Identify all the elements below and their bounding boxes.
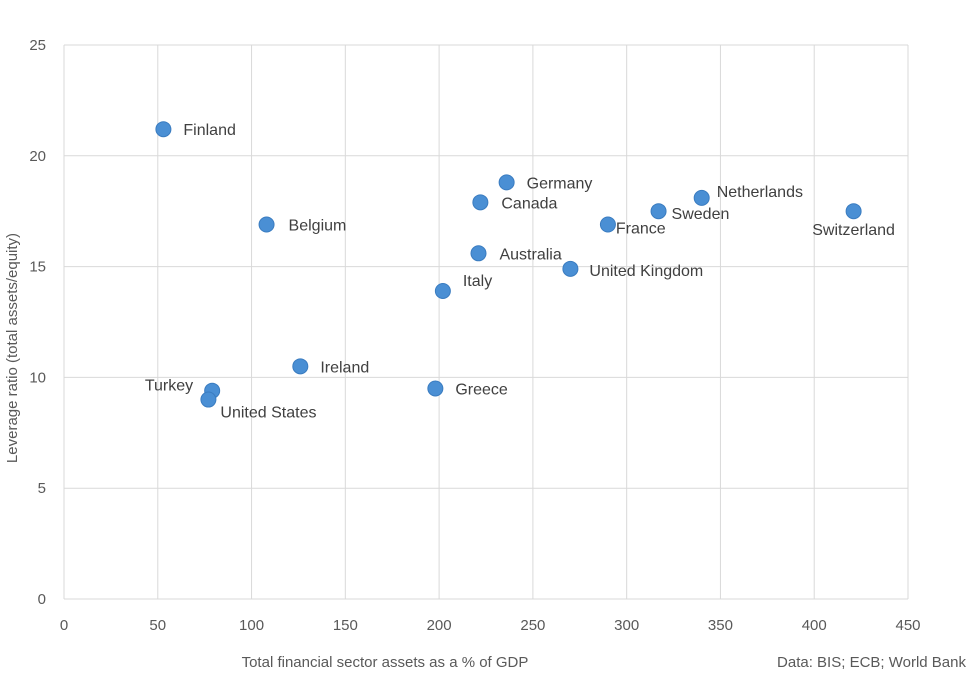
grid [63,44,909,600]
label-australia: Australia [499,246,561,263]
x-tick-label: 0 [60,617,68,634]
point-finland [155,121,172,138]
x-tick-label: 250 [520,617,545,634]
label-germany: Germany [527,175,593,192]
y-tick-label: 15 [29,259,46,276]
point-labels: Finland Belgium Ireland Turkey United States… [145,122,895,421]
point-switzerland [845,203,862,220]
label-turkey: Turkey [145,378,193,395]
y-tick-label: 25 [29,37,46,54]
x-tick-label: 100 [239,617,264,634]
y-axis-title: Leverage ratio (total assets/equity) [4,233,21,463]
point-australia [470,245,487,262]
label-greece: Greece [455,381,508,398]
x-tick-label: 450 [895,617,920,634]
label-sweden: Sweden [672,206,730,223]
label-united-kingdom: United Kingdom [589,263,703,280]
x-tick-label: 400 [802,617,827,634]
data-source: Data: BIS; ECB; World Bank [777,654,966,671]
label-switzerland: Switzerland [812,222,895,239]
x-tick-label: 200 [427,617,452,634]
y-tick-label: 10 [29,369,46,386]
point-belgium [258,216,275,233]
point-netherlands [693,189,710,206]
y-tick-labels: 0 5 10 15 20 25 [29,37,46,608]
x-tick-labels: 0 50 100 150 200 250 300 350 400 450 [60,617,921,634]
point-france [599,216,616,233]
label-italy: Italy [463,273,492,290]
y-tick-label: 20 [29,148,46,165]
label-belgium: Belgium [289,217,347,234]
label-ireland: Ireland [320,359,369,376]
point-sweden [650,203,667,220]
x-axis-title: Total financial sector assets as a % of … [242,654,529,671]
label-netherlands: Netherlands [717,184,803,201]
point-united-kingdom [562,260,579,277]
label-france: France [616,220,666,237]
x-tick-label: 50 [149,617,166,634]
point-ireland [292,358,309,375]
label-finland: Finland [183,122,235,139]
y-tick-label: 0 [38,591,46,608]
y-tick-label: 5 [38,480,46,497]
point-italy [434,282,451,299]
point-united-states [200,391,217,408]
point-greece [427,380,444,397]
label-canada: Canada [501,195,557,212]
label-united-states: United States [220,405,316,422]
x-tick-label: 350 [708,617,733,634]
point-germany [498,174,515,191]
x-tick-label: 300 [614,617,639,634]
point-canada [472,194,489,211]
data-points [155,121,862,408]
x-tick-label: 150 [333,617,358,634]
